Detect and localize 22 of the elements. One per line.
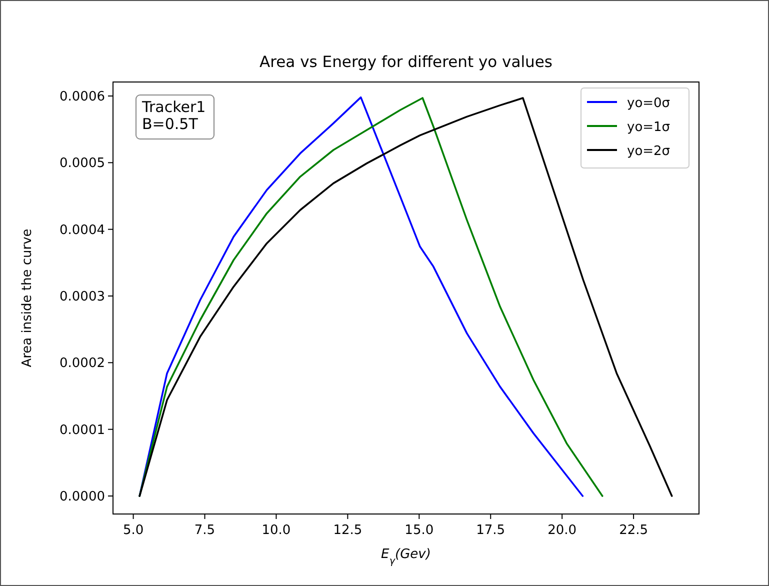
- annotation: Tracker1 B=0.5T: [141, 98, 206, 133]
- x-tick-label: 7.5: [194, 523, 216, 538]
- x-tick-label: 5.0: [122, 523, 144, 538]
- x-tick-label: 12.5: [333, 523, 362, 538]
- chart-title: Area vs Energy for different yo values: [260, 53, 552, 71]
- x-tick-label: 20.0: [548, 523, 577, 538]
- x-tick-label: 10.0: [262, 523, 291, 538]
- x-tick-label: 22.5: [619, 523, 648, 538]
- x-tick-label: 15.0: [404, 523, 434, 538]
- y-tick-label: 0.0005: [60, 156, 105, 172]
- y-axis-title: Area inside the curve: [20, 228, 35, 368]
- y-tick-label: 0.0000: [60, 490, 105, 504]
- y-tick-label: 0.0006: [60, 90, 105, 104]
- y-tick-label: 0.0001: [60, 422, 105, 438]
- y-tick-label: 0.0002: [60, 356, 105, 372]
- x-tick-label: 17.5: [476, 523, 506, 538]
- y-tick-label: 0.0003: [60, 290, 105, 304]
- legend-label: yo=0σ: [627, 96, 670, 111]
- legend-label: yo=2σ: [627, 144, 670, 159]
- legend-label: yo=1σ: [627, 120, 670, 135]
- x-axis-title: E$_{γ}$(Gev): [381, 547, 431, 566]
- y-tick-label: 0.0004: [60, 222, 105, 238]
